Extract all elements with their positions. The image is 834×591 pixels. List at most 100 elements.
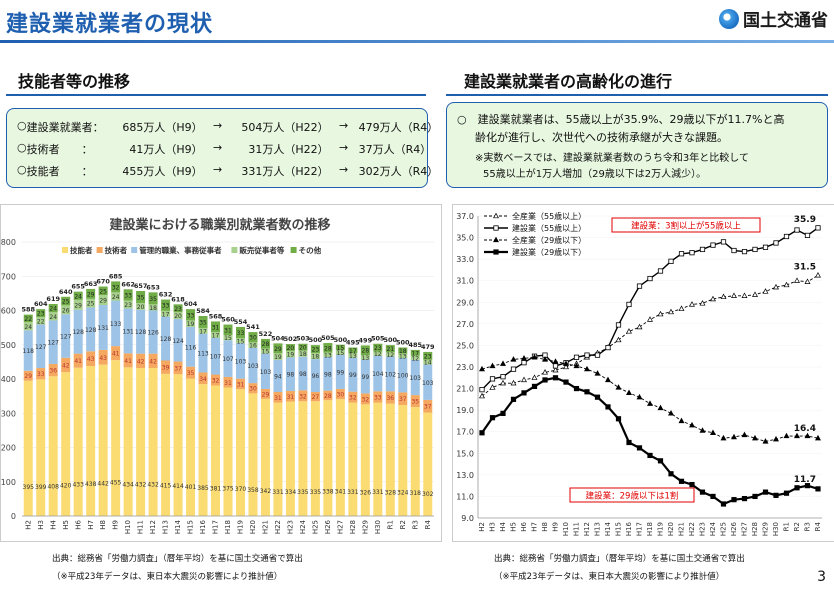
bar-segment: [186, 366, 196, 379]
data-point: [531, 353, 538, 360]
bar-value-label: 15: [262, 349, 270, 356]
bar-segment: [23, 314, 33, 323]
data-point: [605, 344, 611, 351]
data-point: [626, 328, 632, 334]
bar-value-label: 99: [349, 372, 357, 379]
x-tick-label: H16: [199, 519, 207, 534]
bar-value-label: 18: [149, 305, 157, 312]
bar-value-label: 99: [337, 369, 345, 376]
data-point: [815, 271, 821, 278]
bar-value-label: 23: [174, 306, 182, 313]
bar-segment: [398, 358, 408, 393]
data-point: [489, 384, 496, 390]
bar-segment: [98, 305, 108, 350]
data-point: [636, 323, 643, 330]
bar-segment: [360, 355, 370, 360]
data-point: [689, 301, 695, 307]
series-line: [481, 356, 819, 442]
x-tick-label: H16: [625, 521, 633, 536]
bar-value-label: 98: [324, 371, 332, 378]
x-tick-label: H28: [349, 520, 357, 534]
bar-value-label: 442: [97, 481, 109, 488]
bar-segment: [86, 307, 96, 352]
bar-segment: [385, 352, 395, 357]
bar-value-label: 15: [224, 335, 232, 342]
data-point: [741, 495, 748, 502]
page-number: 3: [817, 569, 826, 585]
data-point: [783, 233, 790, 240]
bar-segment: [161, 316, 171, 361]
bar-segment: [235, 378, 245, 390]
bar-total-label: 479: [421, 343, 435, 351]
x-tick-label: H15: [187, 520, 195, 534]
bar-segment: [73, 353, 83, 368]
aging-summary-line1: ○ 建設業就業者は、55歳以上が35.9%、29歳以下が11.7%と高: [457, 113, 785, 126]
bar-value-label: 415: [160, 483, 172, 490]
data-point: [668, 258, 674, 264]
bar-value-label: 24: [112, 294, 120, 301]
data-point: [510, 356, 517, 362]
bar-value-label: 13: [349, 353, 357, 360]
bar-segment: [48, 312, 58, 321]
bar-segment: [273, 402, 283, 516]
bar-segment: [298, 343, 308, 351]
bar-total-label: 502: [284, 335, 298, 343]
bar-value-label: 116: [185, 344, 197, 351]
bar-value-label: 15: [337, 345, 345, 352]
data-point: [542, 369, 548, 375]
y-tick-label: 29.0: [456, 298, 474, 307]
legend-marker: [493, 225, 499, 231]
bar-value-label: 24: [49, 306, 57, 313]
data-point: [636, 393, 643, 400]
bar-value-label: 99: [362, 374, 370, 381]
bar-value-label: 42: [137, 358, 145, 365]
x-tick-label: H8: [541, 522, 549, 532]
bar-value-label: 94: [274, 373, 282, 380]
x-tick-label: H24: [709, 521, 717, 536]
data-point: [615, 416, 622, 422]
aging-summary-note2: 55歳以上が1万人増加（29歳以下は2万人減少）。: [483, 169, 707, 180]
right-section-heading: 建設業就業者の高齢化の進行: [464, 72, 673, 91]
bar-value-label: 12: [374, 351, 382, 358]
data-point: [552, 363, 559, 369]
x-tick-label: H30: [772, 522, 780, 536]
bar-value-label: 131: [122, 328, 134, 335]
bar-segment: [360, 404, 370, 516]
data-point: [479, 392, 485, 399]
data-point: [678, 251, 685, 257]
data-point: [563, 363, 569, 370]
bar-value-label: 35: [199, 319, 207, 326]
bar-value-label: 18: [312, 354, 320, 361]
data-point: [636, 283, 643, 289]
bar-segment: [36, 324, 46, 369]
x-tick-label: H18: [224, 520, 232, 534]
bar-segment: [73, 309, 83, 354]
bar-chart: 0 100 200 300 400 500 600 700 800 技能者 技術者 管理的職業、事務従…: [1, 238, 435, 534]
x-tick-label: H15: [615, 522, 623, 536]
bar-value-label: 19: [274, 354, 282, 361]
bar-value-label: 318: [410, 490, 422, 497]
x-tick-label: H2: [24, 520, 32, 530]
data-point: [678, 478, 685, 484]
ministry-emblem-icon: [719, 8, 739, 29]
ministry-name: 国土交通省: [743, 11, 828, 31]
bar-segment: [260, 353, 270, 389]
data-point: [521, 360, 527, 366]
bar-segment: [173, 312, 183, 320]
bar-total-label: 500: [334, 336, 348, 344]
bar-segment: [273, 359, 283, 393]
data-point: [531, 374, 538, 380]
bar-value-label: 20: [174, 313, 182, 320]
bar-segment: [348, 391, 358, 403]
bar-value-label: 37: [174, 365, 182, 372]
bar-segment: [86, 365, 96, 516]
bar-value-label: 13: [324, 352, 332, 359]
bar-value-label: 22: [24, 316, 32, 323]
bar-segment: [211, 332, 221, 338]
bar-segment: [86, 298, 96, 308]
x-tick-label: H27: [336, 520, 344, 534]
bar-value-label: 43: [87, 356, 95, 363]
legend-swatch: [96, 247, 103, 253]
x-tick-label: H4: [49, 519, 57, 529]
bar-segment: [335, 388, 345, 400]
